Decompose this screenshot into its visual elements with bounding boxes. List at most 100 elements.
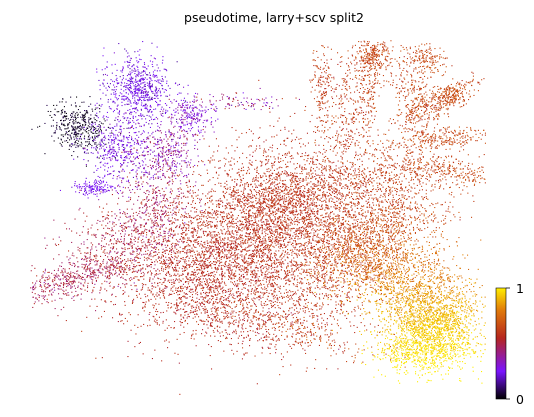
scatter-point-3379 — [133, 147, 135, 149]
scatter-point-1628 — [89, 186, 91, 188]
scatter-point-1762 — [186, 111, 188, 113]
scatter-point-1273 — [112, 165, 114, 167]
scatter-point-3052 — [108, 271, 110, 273]
scatter-point-2297 — [95, 279, 97, 281]
scatter-point-3936 — [222, 202, 224, 204]
scatter-point-962 — [161, 106, 163, 108]
scatter-point-2432 — [78, 274, 80, 276]
scatter-point-3514 — [122, 243, 124, 245]
scatter-point-4449 — [331, 223, 333, 225]
scatter-point-4358 — [298, 229, 300, 231]
scatter-point-2124 — [167, 169, 169, 171]
scatter-point-222 — [50, 111, 52, 113]
scatter-point-2311 — [31, 287, 33, 289]
scatter-point-1298 — [96, 125, 98, 127]
scatter-point-1806 — [186, 130, 188, 132]
scatter-point-1389 — [138, 167, 140, 169]
scatter-point-4619 — [322, 217, 324, 219]
scatter-point-2405 — [44, 272, 46, 274]
scatter-point-243 — [81, 143, 83, 145]
scatter-point-1787 — [203, 126, 205, 128]
scatter-point-3313 — [200, 205, 202, 207]
scatter-point-1068 — [151, 96, 153, 98]
scatter-point-3091 — [87, 247, 89, 249]
scatter-point-3239 — [96, 264, 98, 266]
scatter-point-2254 — [221, 96, 223, 98]
scatter-point-3164 — [71, 283, 73, 285]
scatter-point-2849 — [133, 282, 135, 284]
scatter-point-3237 — [95, 236, 97, 238]
scatter-point-3132 — [131, 262, 133, 264]
scatter-point-4433 — [284, 228, 286, 230]
scatter-point-1405 — [124, 159, 126, 161]
scatter-point-2809 — [62, 273, 64, 275]
scatter-point-1952 — [155, 144, 157, 146]
scatter-point-2016 — [181, 160, 183, 162]
scatter-point-1343 — [137, 155, 139, 157]
scatter-point-1664 — [210, 117, 212, 119]
scatter-point-4426 — [147, 239, 149, 241]
scatter-point-2464 — [91, 267, 93, 269]
scatter-point-1458 — [123, 146, 125, 148]
scatter-point-4899 — [174, 312, 176, 314]
scatter-point-1625 — [89, 184, 91, 186]
scatter-point-4043 — [357, 187, 359, 189]
scatter-point-2937 — [120, 287, 122, 289]
scatter-point-1017 — [118, 121, 120, 123]
scatter-point-1551 — [91, 189, 93, 191]
scatter-point-4231 — [196, 314, 198, 316]
scatter-point-1058 — [128, 83, 130, 85]
scatter-point-2498 — [34, 293, 36, 295]
scatter-point-1667 — [213, 131, 215, 133]
scatter-point-290 — [79, 105, 81, 107]
scatter-point-4044 — [328, 176, 330, 178]
scatter-point-2497 — [67, 272, 69, 274]
scatter-point-2135 — [166, 150, 168, 152]
scatter-point-3932 — [311, 209, 313, 211]
scatter-point-1537 — [94, 184, 96, 186]
scatter-point-11 — [82, 132, 84, 134]
scatter-point-4064 — [184, 252, 186, 254]
scatter-point-740 — [119, 76, 121, 78]
scatter-point-2165 — [175, 141, 177, 143]
scatter-point-3764 — [293, 129, 295, 131]
scatter-point-3287 — [179, 224, 181, 226]
scatter-point-3594 — [149, 213, 151, 215]
scatter-point-1766 — [177, 109, 179, 111]
scatter-point-2960 — [100, 265, 102, 267]
scatter-point-3872 — [292, 227, 294, 229]
scatter-point-2489 — [118, 273, 120, 275]
scatter-point-1429 — [107, 116, 109, 118]
scatter-point-2355 — [43, 296, 45, 298]
scatter-point-870 — [122, 69, 124, 71]
scatter-point-825 — [159, 100, 161, 102]
scatter-point-3723 — [258, 254, 260, 256]
scatter-point-4107 — [167, 307, 169, 309]
scatter-point-4465 — [336, 200, 338, 202]
scatter-point-1887 — [171, 134, 173, 136]
scatter-point-3214 — [108, 228, 110, 230]
scatter-point-1502 — [103, 180, 105, 182]
scatter-point-1817 — [181, 118, 183, 120]
scatter-point-3522 — [147, 183, 149, 185]
scatter-point-3028 — [134, 240, 136, 242]
scatter-point-2801 — [130, 277, 132, 279]
scatter-point-1673 — [160, 108, 162, 110]
scatter-point-3223 — [169, 196, 171, 198]
scatter-point-1059 — [134, 92, 136, 94]
scatter-point-2371 — [73, 285, 75, 287]
scatter-point-2499 — [48, 284, 50, 286]
scatter-point-3374 — [146, 190, 148, 192]
scatter-point-3103 — [114, 259, 116, 261]
scatter-point-3203 — [109, 234, 111, 236]
scatter-point-3969 — [217, 150, 219, 152]
scatter-point-2634 — [99, 263, 101, 265]
scatter-point-549 — [164, 68, 166, 70]
scatter-point-703 — [151, 98, 153, 100]
scatter-point-1281 — [115, 129, 117, 131]
scatter-point-3178 — [86, 316, 88, 318]
scatter-point-1803 — [183, 99, 185, 101]
scatter-point-1235 — [99, 143, 101, 145]
scatter-point-4934 — [300, 280, 302, 282]
scatter-point-3192 — [120, 233, 122, 235]
